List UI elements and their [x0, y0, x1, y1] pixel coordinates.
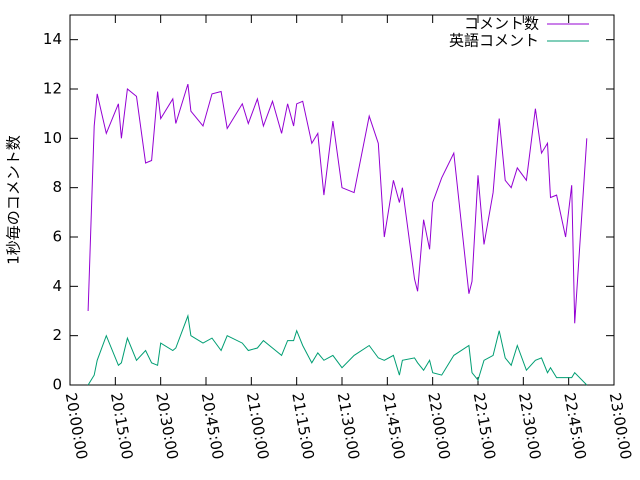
- x-tick-label: 20:30:00: [152, 391, 181, 460]
- x-tick-label: 20:00:00: [62, 391, 91, 460]
- x-tick-label: 20:15:00: [107, 391, 136, 460]
- y-tick-label: 0: [52, 376, 62, 394]
- x-tick-label: 21:45:00: [379, 391, 408, 460]
- x-tick-label: 23:00:00: [606, 391, 635, 460]
- y-tick-label: 6: [52, 228, 62, 246]
- x-tick-label: 20:45:00: [198, 391, 227, 460]
- y-tick-label: 14: [43, 30, 62, 48]
- series-line: [87, 313, 588, 386]
- y-axis-label: 1秒毎のコメント数: [5, 135, 23, 265]
- y-tick-label: 12: [43, 80, 62, 98]
- x-tick-label: 22:30:00: [515, 391, 544, 460]
- x-tick-label: 22:45:00: [560, 391, 589, 460]
- plot-border: [69, 14, 615, 386]
- y-tick-label: 4: [52, 277, 62, 295]
- x-tick-label: 21:00:00: [243, 391, 272, 460]
- y-tick-label: 8: [52, 178, 62, 196]
- legend-label: コメント数: [464, 15, 539, 33]
- x-tick-label: 21:15:00: [288, 391, 317, 460]
- x-tick-label: 22:15:00: [470, 391, 499, 460]
- y-tick-label: 10: [43, 129, 62, 147]
- legend-label: 英語コメント: [449, 32, 539, 50]
- series-line: [87, 83, 588, 324]
- y-tick-label: 2: [52, 326, 62, 344]
- x-tick-label: 21:30:00: [334, 391, 363, 460]
- x-tick-label: 22:00:00: [424, 391, 453, 460]
